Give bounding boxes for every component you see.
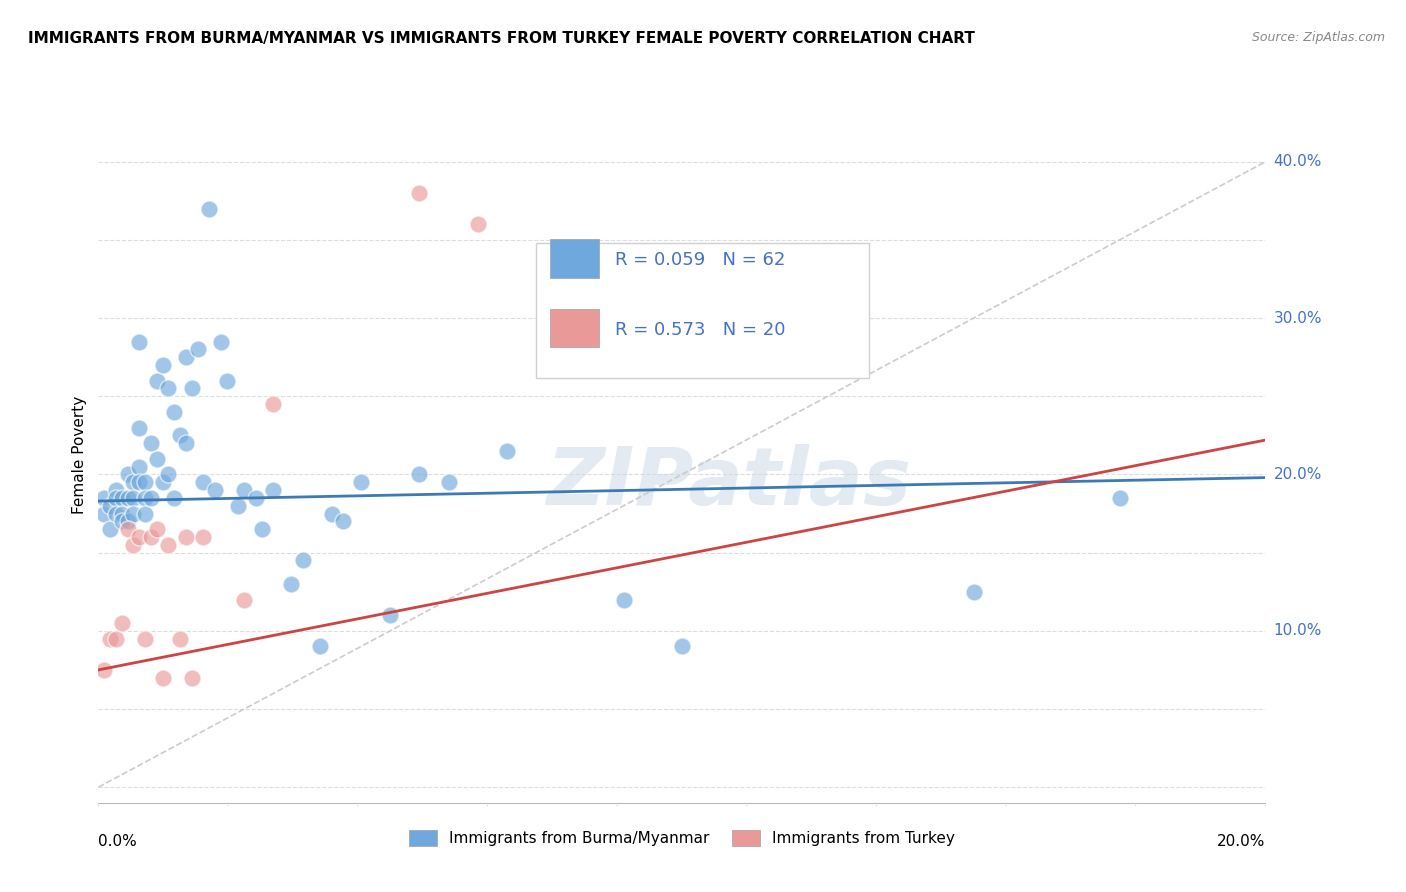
- Point: [1108, 491, 1130, 505]
- Point: [128, 530, 150, 544]
- Point: [193, 530, 215, 544]
- Text: 40.0%: 40.0%: [1274, 154, 1322, 169]
- Point: [122, 491, 145, 505]
- Point: [174, 350, 197, 364]
- Point: [128, 475, 150, 490]
- Point: [174, 530, 197, 544]
- Point: [128, 334, 150, 349]
- Point: [962, 584, 984, 599]
- Point: [139, 530, 162, 544]
- Point: [612, 592, 634, 607]
- Point: [187, 343, 209, 357]
- Point: [408, 467, 430, 482]
- Point: [163, 405, 186, 419]
- Point: [98, 632, 121, 646]
- Point: [104, 483, 127, 497]
- Point: [174, 436, 197, 450]
- Point: [152, 475, 174, 490]
- Point: [309, 640, 332, 654]
- Point: [228, 499, 250, 513]
- Point: [245, 491, 267, 505]
- Point: [262, 397, 284, 411]
- Legend: Immigrants from Burma/Myanmar, Immigrants from Turkey: Immigrants from Burma/Myanmar, Immigrant…: [404, 824, 960, 852]
- Point: [98, 522, 121, 536]
- Point: [93, 491, 115, 505]
- Point: [128, 420, 150, 434]
- Point: [180, 671, 202, 685]
- Point: [111, 615, 134, 630]
- Point: [117, 514, 139, 528]
- Point: [321, 507, 343, 521]
- Point: [291, 553, 314, 567]
- Point: [437, 475, 460, 490]
- Point: [134, 632, 156, 646]
- Point: [146, 451, 169, 466]
- Point: [233, 592, 256, 607]
- Point: [122, 538, 145, 552]
- Text: IMMIGRANTS FROM BURMA/MYANMAR VS IMMIGRANTS FROM TURKEY FEMALE POVERTY CORRELATI: IMMIGRANTS FROM BURMA/MYANMAR VS IMMIGRA…: [28, 31, 974, 46]
- Text: 20.0%: 20.0%: [1218, 834, 1265, 849]
- Point: [198, 202, 221, 216]
- Point: [380, 608, 402, 623]
- Text: R = 0.573   N = 20: R = 0.573 N = 20: [616, 321, 786, 339]
- Point: [180, 382, 202, 396]
- Point: [169, 632, 191, 646]
- Bar: [550, 239, 599, 277]
- Point: [157, 467, 180, 482]
- Point: [250, 522, 273, 536]
- Point: [139, 491, 162, 505]
- Point: [104, 632, 127, 646]
- Point: [139, 436, 162, 450]
- Point: [152, 671, 174, 685]
- Point: [215, 374, 238, 388]
- Point: [280, 577, 302, 591]
- Point: [117, 491, 139, 505]
- Point: [98, 499, 121, 513]
- Point: [262, 483, 284, 497]
- Point: [193, 475, 215, 490]
- Point: [117, 522, 139, 536]
- FancyBboxPatch shape: [536, 243, 869, 378]
- Point: [122, 507, 145, 521]
- Text: 20.0%: 20.0%: [1274, 467, 1322, 482]
- Point: [134, 491, 156, 505]
- Point: [408, 186, 430, 200]
- Point: [157, 382, 180, 396]
- Point: [671, 640, 693, 654]
- Point: [163, 491, 186, 505]
- Text: Source: ZipAtlas.com: Source: ZipAtlas.com: [1251, 31, 1385, 45]
- Text: 30.0%: 30.0%: [1274, 310, 1322, 326]
- Point: [111, 514, 134, 528]
- Point: [350, 475, 373, 490]
- Text: R = 0.059   N = 62: R = 0.059 N = 62: [616, 252, 786, 269]
- Text: ZIPatlas: ZIPatlas: [546, 443, 911, 522]
- Point: [122, 475, 145, 490]
- Point: [467, 217, 489, 231]
- Point: [111, 491, 134, 505]
- Text: 0.0%: 0.0%: [98, 834, 138, 849]
- Point: [128, 459, 150, 474]
- Point: [93, 507, 115, 521]
- Point: [204, 483, 226, 497]
- Point: [104, 507, 127, 521]
- Point: [146, 522, 169, 536]
- Point: [157, 538, 180, 552]
- Point: [233, 483, 256, 497]
- Point: [209, 334, 232, 349]
- Point: [496, 444, 519, 458]
- Point: [134, 507, 156, 521]
- Point: [104, 491, 127, 505]
- Point: [93, 663, 115, 677]
- Point: [111, 507, 134, 521]
- Point: [146, 374, 169, 388]
- Point: [134, 475, 156, 490]
- Y-axis label: Female Poverty: Female Poverty: [72, 396, 87, 514]
- Point: [152, 358, 174, 372]
- Point: [169, 428, 191, 442]
- Point: [332, 514, 354, 528]
- Point: [117, 467, 139, 482]
- Text: 10.0%: 10.0%: [1274, 624, 1322, 639]
- Bar: [550, 309, 599, 347]
